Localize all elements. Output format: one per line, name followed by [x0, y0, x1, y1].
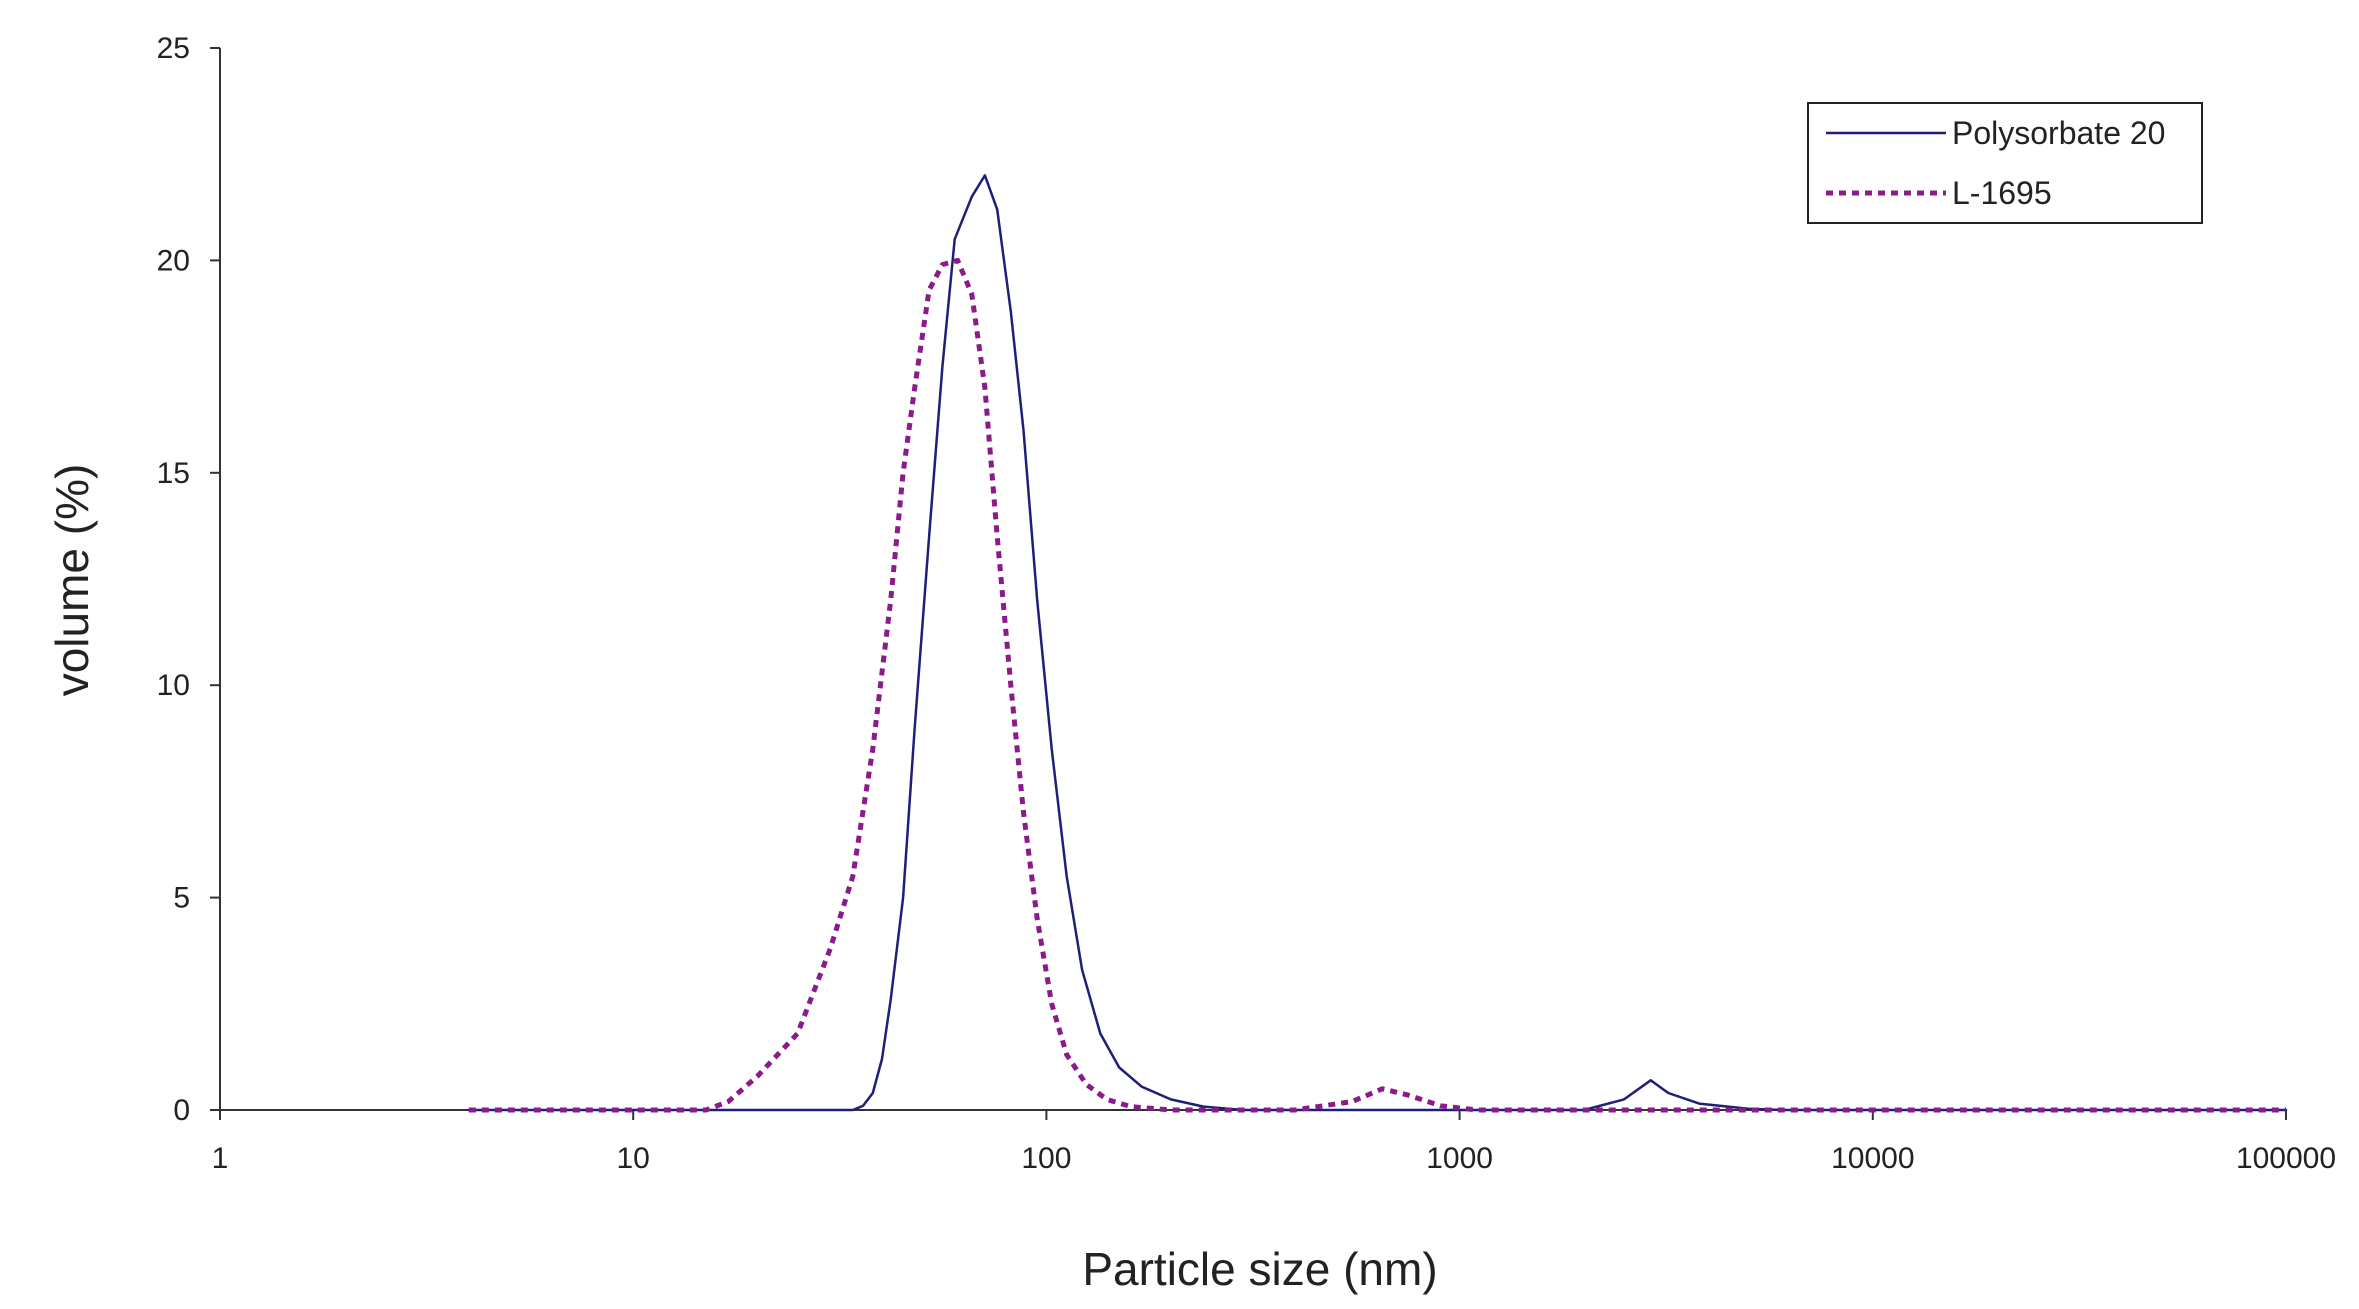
plot-area: 1 10 100 1000 10000 100000 0 5 10 15 20 25 — [157, 32, 2336, 1175]
x-tick-label: 1000 — [1426, 1142, 1493, 1175]
legend: Polysorbate 20 L-1695 — [1807, 102, 2203, 224]
x-axis-title: Particle size (nm) — [1082, 1243, 1437, 1295]
series-line-l-1695 — [468, 257, 2286, 1113]
x-ticks: 1 10 100 1000 10000 100000 — [212, 1110, 2336, 1175]
y-tick-label: 0 — [173, 1094, 190, 1127]
x-tick-label: 100000 — [2236, 1142, 2336, 1175]
legend-label-l-1695: L-1695 — [1952, 175, 2052, 211]
series-line-polysorbate-20 — [467, 174, 2288, 1112]
legend-label-polysorbate-20: Polysorbate 20 — [1952, 115, 2165, 151]
y-axis-title: volume (%) — [46, 464, 98, 697]
series-layer — [467, 174, 2288, 1113]
x-tick-label: 10000 — [1831, 1142, 1914, 1175]
x-tick-label: 10 — [617, 1142, 650, 1175]
y-tick-label: 25 — [157, 32, 190, 65]
y-tick-label: 10 — [157, 669, 190, 702]
y-tick-label: 20 — [157, 244, 190, 277]
x-tick-label: 1 — [212, 1142, 229, 1175]
y-ticks: 0 5 10 15 20 25 — [157, 32, 220, 1127]
y-tick-label: 5 — [173, 882, 190, 915]
x-tick-label: 100 — [1021, 1142, 1071, 1175]
y-tick-label: 15 — [157, 457, 190, 490]
legend-box — [1807, 102, 2203, 224]
